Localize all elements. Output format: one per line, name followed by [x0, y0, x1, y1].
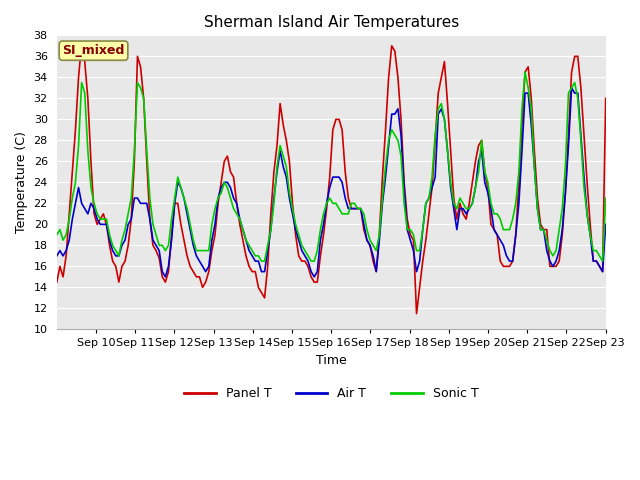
Air T — [143, 201, 150, 206]
Air T — [53, 253, 61, 259]
Sonic T — [602, 195, 609, 201]
X-axis label: Time: Time — [316, 354, 347, 367]
Panel T — [602, 96, 609, 101]
Air T — [602, 221, 609, 227]
Sonic T — [521, 69, 529, 75]
Panel T — [574, 53, 582, 59]
Panel T — [413, 311, 420, 316]
Sonic T — [53, 232, 61, 238]
Panel T — [146, 216, 154, 222]
Sonic T — [428, 174, 436, 180]
Sonic T — [326, 195, 333, 201]
Panel T — [431, 137, 439, 143]
Air T — [568, 85, 575, 91]
Sonic T — [258, 258, 266, 264]
Sonic T — [574, 96, 582, 101]
Sonic T — [245, 242, 253, 248]
Panel T — [326, 174, 333, 180]
Legend: Panel T, Air T, Sonic T: Panel T, Air T, Sonic T — [179, 383, 483, 406]
Sonic T — [143, 148, 150, 154]
Panel T — [502, 264, 510, 269]
Sonic T — [499, 227, 507, 232]
Air T — [248, 253, 256, 259]
Line: Panel T: Panel T — [57, 44, 605, 313]
Y-axis label: Temperature (C): Temperature (C) — [15, 132, 28, 233]
Air T — [161, 274, 169, 280]
Line: Air T: Air T — [57, 88, 605, 277]
Air T — [428, 185, 436, 191]
Air T — [326, 185, 333, 191]
Air T — [499, 242, 507, 248]
Panel T — [248, 269, 256, 275]
Panel T — [53, 279, 61, 285]
Panel T — [78, 41, 86, 47]
Air T — [574, 90, 582, 96]
Line: Sonic T: Sonic T — [57, 72, 605, 261]
Text: SI_mixed: SI_mixed — [62, 44, 125, 57]
Title: Sherman Island Air Temperatures: Sherman Island Air Temperatures — [204, 15, 459, 30]
